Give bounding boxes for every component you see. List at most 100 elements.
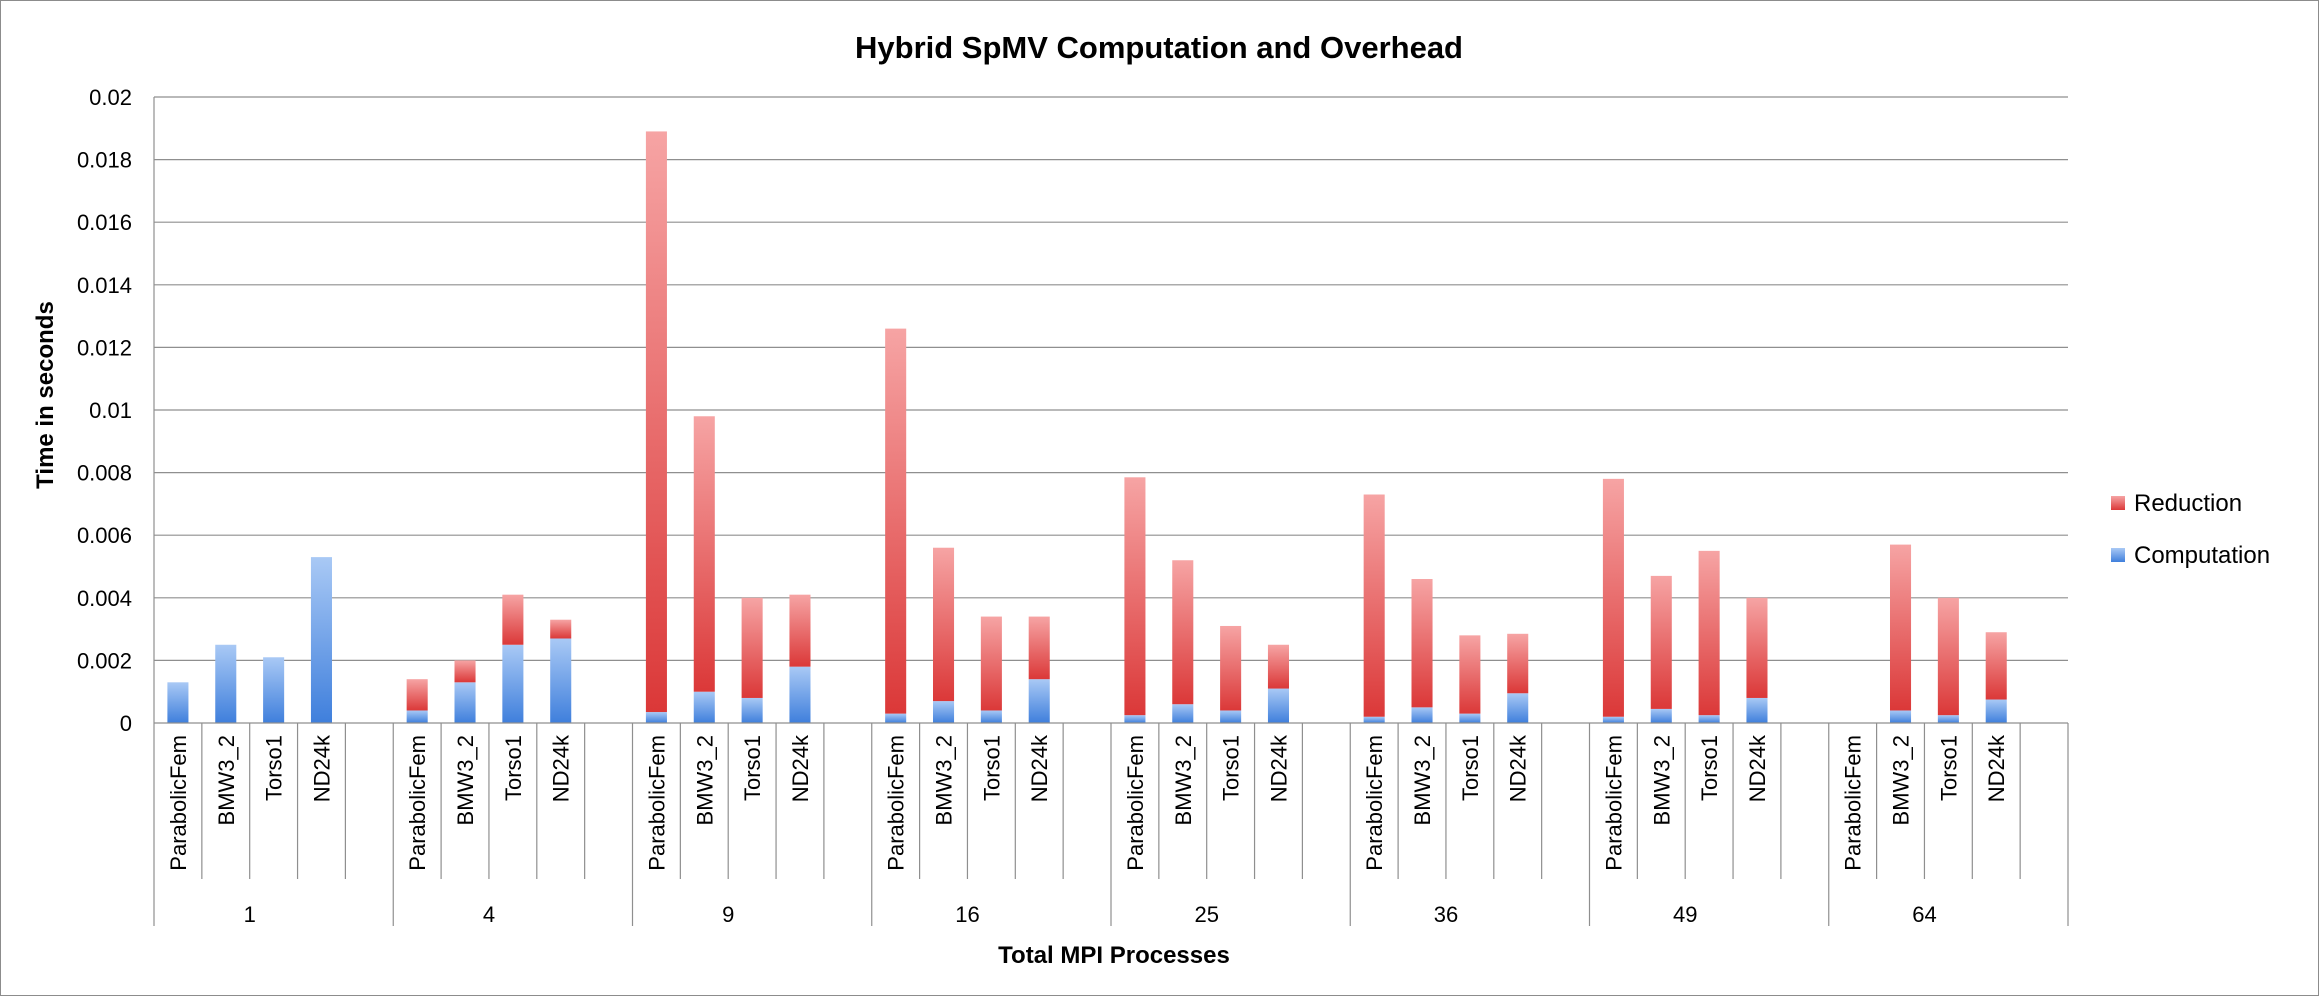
x-category-label: ND24k [549, 734, 574, 802]
bar-computation [502, 644, 524, 723]
bar-computation [1602, 716, 1624, 723]
x-category-label: ND24k [309, 734, 334, 802]
x-category-label: BMW3_2 [1889, 735, 1914, 825]
bar-reduction [1172, 560, 1194, 705]
bar-reduction [1267, 644, 1290, 689]
y-tick-label: 0.008 [77, 461, 132, 486]
x-group-label: 36 [1434, 902, 1458, 927]
bar-computation [215, 644, 237, 723]
bar-computation [1650, 708, 1672, 723]
x-category-label: ND24k [1266, 734, 1291, 802]
bar-computation [1363, 716, 1385, 723]
bar-reduction [502, 594, 524, 645]
bar-computation [932, 701, 955, 723]
bar-reduction [980, 616, 1002, 711]
bar-computation [1507, 693, 1529, 723]
y-tick-label: 0.002 [77, 648, 132, 673]
x-category-label: BMW3_2 [932, 735, 957, 825]
bars-layer [167, 131, 2007, 723]
legend: Reduction Computation [2111, 490, 2270, 569]
x-axis-title: Total MPI Processes [998, 942, 1230, 969]
x-category-label: Torso1 [501, 735, 526, 801]
bar-reduction [932, 547, 955, 702]
x-category-label: ParabolicFem [1601, 735, 1626, 871]
bar-reduction [1746, 597, 1768, 698]
x-category-label: Torso1 [979, 735, 1004, 801]
x-group-label: 16 [955, 902, 979, 927]
axis-layer: 0 0.002 0.004 0.006 0.008 0.01 0.012 0.014 0.016… [77, 85, 2069, 927]
x-category-label: ND24k [1745, 734, 1770, 802]
x-category-label: ParabolicFem [166, 735, 191, 871]
bar-reduction [1124, 477, 1146, 716]
x-category-label: BMW3_2 [1410, 735, 1435, 825]
x-category-label: ParabolicFem [1123, 735, 1148, 871]
x-group-label: 1 [244, 902, 256, 927]
bar-reduction [454, 660, 476, 683]
x-category-label: ParabolicFem [1841, 735, 1866, 871]
bar-reduction [550, 619, 572, 639]
bar-computation [310, 557, 333, 723]
x-category-label: ParabolicFem [405, 735, 430, 871]
bar-reduction [406, 679, 428, 711]
bar-reduction [1507, 633, 1529, 694]
x-category-label: BMW3_2 [1171, 735, 1196, 825]
y-tick-label: 0.016 [77, 210, 132, 235]
x-category-label: Torso1 [1697, 735, 1722, 801]
x-category-label: ND24k [788, 734, 813, 802]
bar-reduction [1650, 575, 1672, 709]
x-category-label: ParabolicFem [644, 735, 669, 871]
grid-layer [154, 96, 2068, 662]
bar-computation [980, 710, 1002, 723]
y-tick-label: 0.012 [77, 335, 132, 360]
bar-reduction [885, 328, 907, 714]
legend-swatch-reduction [2111, 496, 2125, 510]
x-category-label: Torso1 [1458, 735, 1483, 801]
bar-computation [550, 638, 572, 723]
bar-reduction [1459, 635, 1481, 714]
x-group-label: 64 [1912, 902, 1936, 927]
bar-reduction [1602, 478, 1624, 717]
bar-reduction [1889, 544, 1912, 711]
bar-computation [1459, 713, 1481, 723]
bar-reduction [1220, 625, 1242, 711]
bar-reduction [741, 597, 763, 698]
legend-label-reduction: Reduction [2134, 490, 2242, 517]
bar-computation [1937, 715, 1959, 723]
x-group-label: 49 [1673, 902, 1697, 927]
x-category-label: BMW3_2 [1649, 735, 1674, 825]
bar-computation [263, 657, 285, 723]
bar-computation [1985, 699, 2007, 723]
x-group-label: 9 [722, 902, 734, 927]
bar-computation [693, 691, 715, 723]
legend-swatch-computation [2111, 548, 2125, 562]
y-tick-label: 0.018 [77, 148, 132, 173]
chart-title: Hybrid SpMV Computation and Overhead [855, 30, 1463, 65]
bar-computation [1124, 715, 1146, 723]
x-category-label: ParabolicFem [1362, 735, 1387, 871]
bar-computation [1411, 707, 1433, 723]
y-axis-title: Time in seconds [32, 301, 59, 489]
bar-computation [1746, 697, 1768, 723]
y-tick-label: 0.014 [77, 273, 132, 298]
x-category-label: ND24k [1506, 734, 1531, 802]
x-category-label: BMW3_2 [214, 735, 239, 825]
bar-computation [645, 712, 667, 723]
y-tick-label: 0 [120, 711, 132, 736]
y-tick-label: 0.02 [89, 85, 132, 110]
bar-computation [789, 666, 811, 723]
bar-computation [1220, 710, 1242, 723]
bar-computation [885, 713, 907, 723]
bar-reduction [1698, 550, 1720, 716]
x-category-label: BMW3_2 [453, 735, 478, 825]
x-category-label: ND24k [1984, 734, 2009, 802]
bar-reduction [1363, 494, 1385, 717]
x-group-label: 25 [1194, 902, 1218, 927]
y-tick-label: 0.01 [89, 398, 132, 423]
x-category-label: Torso1 [1219, 735, 1244, 801]
bar-reduction [645, 131, 667, 713]
x-group-label: 4 [483, 902, 495, 927]
x-category-label: Torso1 [262, 735, 287, 801]
legend-label-computation: Computation [2134, 542, 2270, 569]
